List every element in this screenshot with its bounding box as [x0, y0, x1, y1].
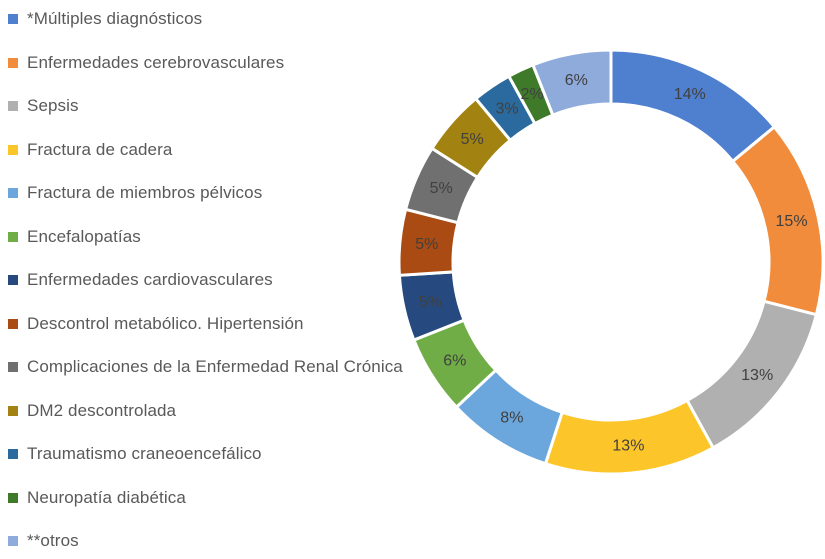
- legend-label: Fractura de miembros pélvicos: [27, 183, 263, 202]
- legend-item: Encefalopatías: [8, 226, 141, 248]
- slice-data-label: 2%: [521, 86, 544, 103]
- legend-swatch: [8, 275, 18, 285]
- legend-swatch: [8, 362, 18, 372]
- legend-label: Enfermedades cerebrovasculares: [27, 52, 285, 72]
- legend-item: Sepsis: [8, 95, 79, 117]
- legend-swatch: [8, 231, 18, 242]
- slice-data-label: 13%: [612, 438, 644, 455]
- legend-swatch: [8, 536, 18, 546]
- legend-item: Complicaciones de la Enfermedad Renal Cr…: [8, 356, 403, 378]
- legend-item: Descontrol metabólico. Hipertensión: [8, 313, 304, 335]
- legend-swatch: [8, 144, 18, 155]
- slice-data-label: 6%: [565, 72, 588, 89]
- slice-data-label: 5%: [461, 131, 484, 148]
- legend-label: Complicaciones de la Enfermedad Renal Cr…: [27, 357, 403, 376]
- slice-data-label: 6%: [443, 353, 466, 370]
- legend-item: Traumatismo craneoencefálico: [8, 443, 262, 465]
- legend-label: DM2 descontrolada: [27, 400, 177, 420]
- legend-label: Traumatismo craneoencefálico: [27, 444, 262, 463]
- legend-label: Encefalopatías: [27, 226, 141, 246]
- legend-swatch: [8, 405, 18, 416]
- slice-data-label: 8%: [500, 410, 523, 427]
- slice-data-label: 13%: [741, 367, 773, 384]
- legend-item: *Múltiples diagnósticos: [8, 8, 202, 30]
- legend-item: **otros: [8, 530, 79, 552]
- legend-item: Enfermedades cardiovasculares: [8, 269, 273, 291]
- legend-swatch: [8, 101, 18, 111]
- donut-slice: [609, 48, 777, 164]
- legend-item: Fractura de cadera: [8, 139, 172, 161]
- legend-swatch: [8, 57, 18, 68]
- slice-data-label: 15%: [776, 213, 808, 230]
- slice-data-label: 3%: [495, 100, 518, 117]
- legend-label: Descontrol metabólico. Hipertensión: [27, 313, 304, 333]
- slice-data-label: 5%: [415, 236, 438, 253]
- legend-swatch: [8, 449, 18, 459]
- legend-swatch: [8, 188, 18, 198]
- legend-swatch: [8, 14, 18, 24]
- slice-data-label: 5%: [419, 294, 442, 311]
- donut-slice: [531, 48, 613, 118]
- legend-swatch: [8, 492, 18, 503]
- legend-item: DM2 descontrolada: [8, 400, 176, 422]
- legend-item: Fractura de miembros pélvicos: [8, 182, 262, 204]
- legend-label: Enfermedades cardiovasculares: [27, 270, 273, 289]
- legend-item: Enfermedades cerebrovasculares: [8, 52, 284, 74]
- legend-label: *Múltiples diagnósticos: [27, 9, 203, 28]
- slice-data-label: 14%: [674, 86, 706, 103]
- legend-label: Neuropatía diabética: [27, 487, 186, 507]
- legend-label: **otros: [27, 531, 79, 550]
- legend-swatch: [8, 318, 18, 329]
- legend-label: Sepsis: [27, 96, 79, 115]
- slice-data-label: 5%: [430, 180, 453, 197]
- legend-label: Fractura de cadera: [27, 139, 173, 159]
- legend-item: Neuropatía diabética: [8, 487, 186, 509]
